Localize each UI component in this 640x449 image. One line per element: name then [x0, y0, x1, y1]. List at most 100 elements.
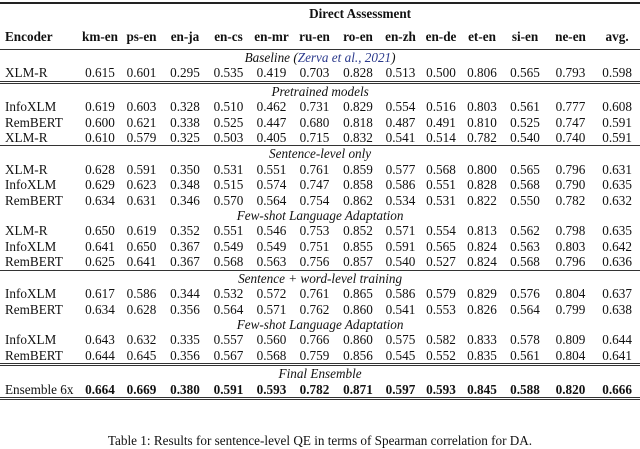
encoder-cell: RemBERT: [5, 114, 63, 130]
value-cell: 0.628: [126, 301, 157, 317]
value-cell: 0.601: [126, 65, 157, 81]
value-cell: 0.759: [299, 347, 330, 363]
value-cell: 0.798: [555, 223, 586, 239]
column-header: en-zh: [385, 29, 416, 44]
column-header: ru-en: [299, 29, 330, 44]
value-cell: 0.680: [299, 114, 330, 130]
value-cell: 0.551: [256, 161, 287, 177]
encoder-cell: InfoXLM: [5, 99, 57, 115]
results-table: Direct Assessment Encoder km-en ps-en en-j…: [0, 2, 640, 400]
value-cell: 0.586: [385, 177, 416, 193]
value-cell: 0.510: [213, 99, 244, 115]
section-header-row: Pretrained models: [0, 80, 640, 100]
value-cell: 0.582: [426, 332, 456, 348]
value-cell: 0.632: [126, 332, 157, 348]
value-cell: 0.525: [510, 114, 540, 130]
value-cell: 0.527: [426, 254, 456, 270]
section-header-row: Sentence-level only: [0, 145, 640, 162]
value-cell: 0.546: [256, 223, 287, 239]
value-cell: 0.845: [461, 381, 503, 400]
encoder-cell: RemBERT: [5, 301, 63, 317]
value-cell: 0.514: [426, 130, 456, 146]
value-cell: 0.782: [555, 192, 586, 208]
value-cell: 0.549: [213, 238, 244, 254]
table-row: XLM-R 0.628 0.591 0.350 0.531 0.551 0.761 0.859…: [0, 162, 640, 177]
value-cell: 0.857: [343, 254, 373, 270]
value-cell: 0.295: [170, 65, 200, 81]
table-row: XLM-R 0.615 0.601 0.295 0.535 0.419 0.703 0.828…: [0, 65, 640, 82]
value-cell: 0.621: [126, 114, 157, 130]
value-cell: 0.561: [510, 99, 540, 115]
value-cell: 0.531: [426, 192, 456, 208]
value-cell: 0.540: [385, 254, 416, 270]
value-cell: 0.629: [85, 177, 115, 193]
value-cell: 0.335: [170, 332, 200, 348]
value-cell: 0.628: [85, 161, 115, 177]
value-cell: 0.803: [467, 99, 497, 115]
section-title-text: Final Ensemble: [278, 366, 362, 382]
value-cell: 0.761: [299, 161, 330, 177]
value-cell: 0.828: [343, 65, 373, 81]
section-header-row: Few-shot Language Adaptation: [0, 208, 640, 223]
value-cell: 0.557: [213, 332, 244, 348]
value-cell: 0.591: [602, 114, 632, 130]
value-cell: 0.810: [467, 114, 497, 130]
column-header: ne-en: [555, 29, 586, 44]
section-title: Few-shot Language Adaptation: [0, 317, 640, 332]
value-cell: 0.551: [426, 177, 456, 193]
value-cell: 0.804: [555, 286, 586, 302]
column-header: en-mr: [254, 29, 289, 44]
value-cell: 0.568: [213, 254, 244, 270]
value-cell: 0.541: [385, 301, 416, 317]
value-cell: 0.829: [467, 286, 497, 302]
table-row: InfoXLM 0.617 0.586 0.344 0.532 0.572 0.761 0.8…: [0, 286, 640, 301]
value-cell: 0.852: [343, 223, 373, 239]
value-cell: 0.644: [85, 347, 115, 363]
section-title-text: Few-shot Language Adaptation: [236, 316, 404, 332]
value-cell: 0.503: [213, 130, 244, 146]
table-row: InfoXLM 0.643 0.632 0.335 0.557 0.560 0.766 0.8…: [0, 332, 640, 347]
value-cell: 0.782: [293, 381, 336, 400]
encoder-cell: RemBERT: [5, 347, 63, 363]
value-cell: 0.634: [85, 192, 115, 208]
value-cell: 0.564: [213, 301, 244, 317]
value-cell: 0.860: [343, 332, 373, 348]
value-cell: 0.820: [547, 381, 594, 400]
value-cell: 0.818: [343, 114, 373, 130]
value-cell: 0.751: [299, 238, 330, 254]
value-cell: 0.346: [170, 192, 200, 208]
value-cell: 0.636: [602, 254, 632, 270]
citation-link[interactable]: Zerva et al., 2021: [297, 50, 392, 65]
value-cell: 0.562: [510, 223, 540, 239]
value-cell: 0.534: [385, 192, 416, 208]
value-cell: 0.571: [385, 223, 416, 239]
value-cell: 0.600: [85, 114, 115, 130]
value-cell: 0.586: [385, 286, 416, 302]
value-cell: 0.619: [85, 99, 115, 115]
value-cell: 0.632: [602, 192, 632, 208]
value-cell: 0.344: [170, 286, 200, 302]
value-cell: 0.553: [426, 301, 456, 317]
value-cell: 0.380: [163, 381, 207, 400]
value-cell: 0.560: [256, 332, 287, 348]
value-cell: 0.564: [510, 301, 540, 317]
encoder-cell: XLM-R: [5, 130, 48, 146]
column-header: en-cs: [214, 29, 243, 44]
value-cell: 0.515: [213, 177, 244, 193]
value-cell: 0.754: [299, 192, 330, 208]
value-cell: 0.578: [510, 332, 540, 348]
table-row: RemBERT 0.634 0.628 0.356 0.564 0.571 0.762 0.8…: [0, 302, 640, 317]
encoder-cell: Ensemble 6x: [0, 381, 80, 400]
value-cell: 0.350: [170, 161, 200, 177]
value-cell: 0.762: [299, 301, 330, 317]
table-row: XLM-R 0.610 0.579 0.325 0.503 0.405 0.715 0.832…: [0, 130, 640, 146]
table-row: RemBERT 0.625 0.641 0.367 0.568 0.563 0.756 0.8…: [0, 254, 640, 270]
value-cell: 0.532: [213, 286, 244, 302]
value-cell: 0.570: [213, 192, 244, 208]
value-cell: 0.799: [555, 301, 586, 317]
value-cell: 0.500: [426, 65, 456, 81]
value-cell: 0.835: [467, 347, 497, 363]
value-cell: 0.591: [385, 238, 416, 254]
value-cell: 0.367: [170, 238, 200, 254]
value-cell: 0.513: [385, 65, 416, 81]
